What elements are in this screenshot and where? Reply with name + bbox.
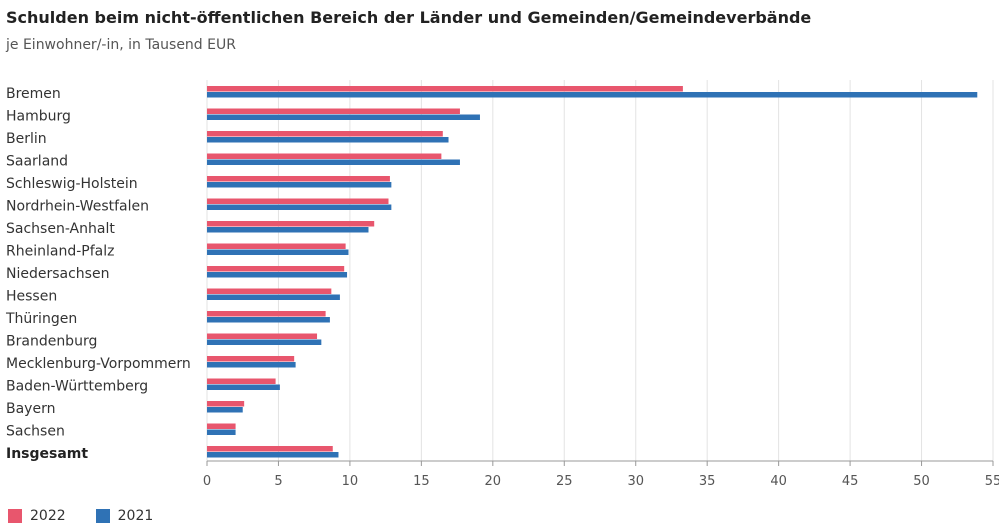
bar-2022-bayern <box>207 401 245 407</box>
tick-label-x-25: 25 <box>556 474 573 489</box>
category-label: Niedersachsen <box>6 266 109 282</box>
bar-2022-sachsen-anhalt <box>207 221 375 227</box>
tick-label-x-5: 5 <box>274 474 282 489</box>
category-label: Sachsen <box>6 424 65 440</box>
bar-2021-mecklenburg-vorpommern <box>207 362 296 368</box>
category-label: Thüringen <box>5 311 77 327</box>
bar-2021-bremen <box>207 92 978 98</box>
category-label: Baden-Württemberg <box>6 379 148 395</box>
bar-2021-nordrhein-westfalen <box>207 204 392 210</box>
category-label: Mecklenburg-Vorpommern <box>6 356 191 372</box>
legend-label-2021: 2021 <box>117 508 154 524</box>
legend-swatch-2022 <box>8 509 22 523</box>
tick-label-x-30: 30 <box>627 474 644 489</box>
chart-subtitle: je Einwohner/-in, in Tausend EUR <box>6 37 236 53</box>
bar-2021-bayern <box>207 407 243 413</box>
tick-label-x-35: 35 <box>699 474 716 489</box>
bar-2021-insgesamt <box>207 452 339 458</box>
bar-2022-brandenburg <box>207 333 318 339</box>
bar-2021-rheinland-pfalz <box>207 249 349 255</box>
legend-item-2021[interactable]: 2021 <box>95 508 154 524</box>
tick-label-x-0: 0 <box>203 474 211 489</box>
bar-2022-schleswig-holstein <box>207 176 390 182</box>
tick-label-x-10: 10 <box>342 474 359 489</box>
bar-2022-sachsen <box>207 423 236 429</box>
bar-2021-niedersachsen <box>207 272 348 278</box>
bar-2021-saarland <box>207 159 460 165</box>
bar-2022-hamburg <box>207 108 460 114</box>
bar-2022-niedersachsen <box>207 266 345 272</box>
chart-title: Schulden beim nicht-öffentlichen Bereich… <box>6 8 812 27</box>
legend-label-2022: 2022 <box>30 508 66 524</box>
bar-2022-bremen <box>207 86 683 92</box>
bar-2021-hamburg <box>207 114 480 120</box>
bar-2021-sachsen-anhalt <box>207 227 369 233</box>
category-label: Bremen <box>6 86 61 102</box>
bar-2021-berlin <box>207 137 449 143</box>
bar-2021-baden-württemberg <box>207 384 280 390</box>
category-label: Berlin <box>6 131 47 147</box>
bar-2022-nordrhein-westfalen <box>207 198 389 204</box>
legend-item-2022[interactable]: 2022 <box>8 508 66 524</box>
bar-2021-schleswig-holstein <box>207 182 392 188</box>
bar-2022-baden-württemberg <box>207 378 276 384</box>
tick-label-x-55: 55 <box>985 474 999 489</box>
bar-2022-insgesamt <box>207 446 333 452</box>
tick-label-x-20: 20 <box>485 474 502 489</box>
category-label: Rheinland-Pfalz <box>6 244 114 260</box>
tick-label-x-50: 50 <box>913 474 930 489</box>
category-label: Hessen <box>6 289 57 305</box>
category-label: Hamburg <box>6 109 71 125</box>
category-label: Bayern <box>6 401 55 417</box>
bar-2021-brandenburg <box>207 339 322 345</box>
bar-2021-thüringen <box>207 317 330 323</box>
bar-2022-hessen <box>207 288 332 294</box>
category-label: Saarland <box>6 154 68 170</box>
bar-2022-rheinland-pfalz <box>207 243 346 249</box>
bar-2021-hessen <box>207 294 340 300</box>
legend: 2022 2021 <box>8 508 153 524</box>
tick-label-x-15: 15 <box>413 474 430 489</box>
category-label: Brandenburg <box>6 334 97 350</box>
bar-2022-mecklenburg-vorpommern <box>207 356 295 362</box>
bar-2022-berlin <box>207 131 443 137</box>
legend-swatch-2021 <box>95 509 110 523</box>
bar-2022-saarland <box>207 153 442 159</box>
category-label: Schleswig-Holstein <box>6 176 138 192</box>
bar-2021-sachsen <box>207 429 236 435</box>
category-label: Sachsen-Anhalt <box>6 221 115 237</box>
category-label: Nordrhein-Westfalen <box>6 199 149 215</box>
tick-label-x-40: 40 <box>770 474 787 489</box>
tick-label-x-45: 45 <box>842 474 859 489</box>
category-label: Insgesamt <box>6 446 88 462</box>
bar-2022-thüringen <box>207 311 326 317</box>
